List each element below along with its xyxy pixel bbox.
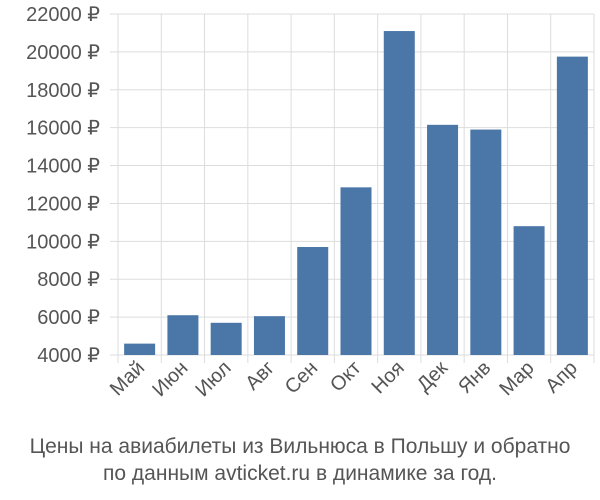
y-axis: 4000 ₽ 6000 ₽ 8000 ₽ 10000 ₽ 12000 ₽ 14000 ₽ 1… bbox=[26, 4, 100, 367]
x-tick-label: Авг bbox=[241, 357, 279, 395]
bar bbox=[297, 247, 329, 355]
y-tick-label: 4000 ₽ bbox=[37, 345, 100, 367]
bar bbox=[513, 226, 545, 355]
y-tick-label: 20000 ₽ bbox=[26, 42, 100, 64]
bar bbox=[340, 187, 372, 355]
bar bbox=[124, 343, 156, 355]
bar bbox=[253, 316, 285, 355]
bar bbox=[427, 124, 459, 355]
x-tick-label: Ноя bbox=[368, 357, 409, 398]
y-tick-label: 18000 ₽ bbox=[26, 80, 100, 102]
y-tick-label: 12000 ₽ bbox=[26, 193, 100, 215]
x-tick-label: Май bbox=[106, 357, 149, 400]
bar bbox=[167, 315, 199, 355]
bar bbox=[556, 56, 588, 355]
x-tick-label: Янв bbox=[454, 357, 495, 398]
bar-chart: 4000 ₽ 6000 ₽ 8000 ₽ 10000 ₽ 12000 ₽ 14000 ₽ 1… bbox=[26, 4, 595, 401]
x-tick-label: Окт bbox=[326, 357, 365, 396]
x-tick-label: Дек bbox=[413, 357, 452, 396]
bar bbox=[383, 31, 415, 356]
bars bbox=[124, 31, 588, 356]
caption-line-2: по данным avticket.ru в динамике за год. bbox=[103, 462, 497, 485]
y-tick-label: 8000 ₽ bbox=[37, 269, 100, 291]
y-tick-label: 22000 ₽ bbox=[26, 4, 100, 26]
grid-lines bbox=[110, 13, 595, 363]
x-tick-label: Апр bbox=[541, 357, 582, 398]
y-tick-label: 14000 ₽ bbox=[26, 156, 100, 178]
y-tick-label: 16000 ₽ bbox=[26, 118, 100, 140]
caption-line-1: Цены на авиабилеты из Вильнюса в Польшу … bbox=[29, 435, 571, 458]
bar bbox=[210, 322, 242, 355]
bar bbox=[470, 129, 502, 355]
y-tick-label: 10000 ₽ bbox=[26, 231, 100, 253]
x-tick-label: Мар bbox=[495, 357, 538, 400]
x-tick-label: Июл bbox=[191, 357, 235, 401]
x-tick-label: Сен bbox=[281, 357, 322, 398]
x-axis: Май Июн Июл Авг Сен Окт Ноя Дек Янв Мар Апр bbox=[106, 357, 582, 401]
y-tick-label: 6000 ₽ bbox=[37, 307, 100, 329]
x-tick-label: Июн bbox=[148, 357, 192, 401]
